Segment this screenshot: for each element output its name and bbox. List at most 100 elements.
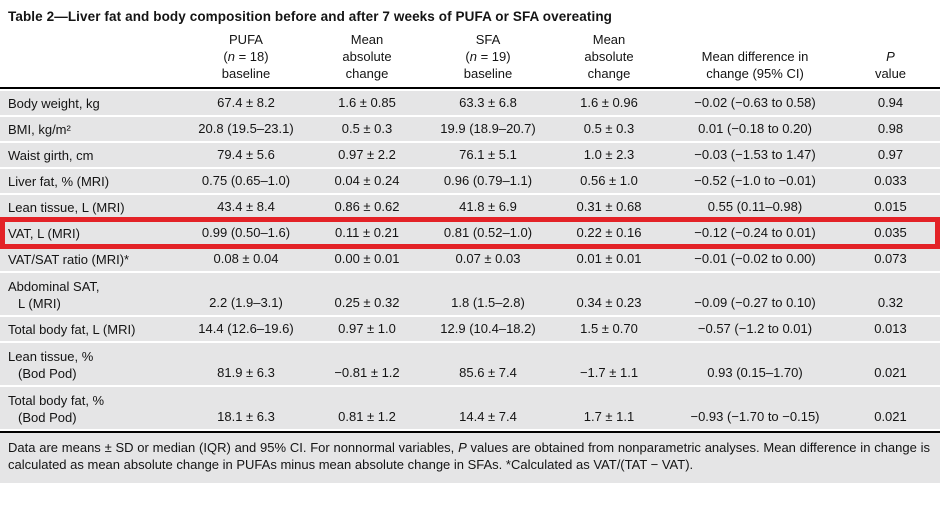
row-label: Liver fat, % (MRI)	[8, 173, 110, 189]
header-line: SFA	[475, 32, 501, 47]
row-label-line2: (Bod Pod)	[18, 410, 77, 425]
cell-sfa-baseline: 1.8 (1.5–2.8)	[451, 295, 525, 310]
cell-pufa-change: 0.25 ± 0.32	[334, 295, 400, 310]
cell-pufa-change: 0.97 ± 1.0	[338, 321, 396, 336]
row-label-line2: L (MRI)	[18, 296, 61, 311]
header-line: change	[587, 66, 631, 81]
table-2-liver-fat-body-composition: Table 2—Liver fat and body composition b…	[0, 9, 940, 483]
cell-p-value: 0.97	[877, 147, 904, 162]
header-text: = 19)	[476, 49, 511, 64]
cell-sfa-baseline: 14.4 ± 7.4	[459, 409, 517, 424]
header-p-italic: P	[886, 49, 895, 64]
cell-pufa-change: 0.04 ± 0.24	[334, 173, 400, 188]
cell-sfa-change: −1.7 ± 1.1	[579, 365, 639, 380]
cell-sfa-change: 1.0 ± 2.3	[583, 147, 635, 162]
cell-pufa-baseline: 20.8 (19.5–23.1)	[198, 121, 294, 136]
col-header-p-value: P value	[841, 48, 940, 82]
cell-sfa-baseline: 41.8 ± 6.9	[459, 199, 517, 214]
row-label-cell: Total body fat, % (Bod Pod)	[0, 392, 185, 429]
table-title: Table 2—Liver fat and body composition b…	[8, 9, 613, 24]
cell-pufa-baseline: 79.4 ± 5.6	[217, 147, 275, 162]
cell-pufa-change: 0.11 ± 0.21	[335, 225, 399, 240]
header-line: Mean	[592, 32, 626, 47]
cell-pufa-change: 0.81 ± 1.2	[338, 409, 396, 424]
cell-pufa-baseline: 0.08 ± 0.04	[213, 251, 279, 266]
cell-sfa-change: 1.7 ± 1.1	[583, 409, 635, 424]
header-line: change	[345, 66, 389, 81]
row-label-cell: Lean tissue, L (MRI)	[0, 199, 185, 216]
row-label: Total body fat, %	[8, 393, 105, 408]
row-label: VAT, L (MRI)	[8, 225, 80, 241]
table-row-lean-tissue-bodpod: Lean tissue, % (Bod Pod) 81.9 ± 6.3 −0.81…	[0, 343, 940, 385]
header-text: (	[223, 49, 228, 64]
header-n-italic: n	[227, 49, 235, 64]
cell-p-value: 0.98	[877, 121, 904, 136]
cell-pufa-baseline: 14.4 (12.6–19.6)	[198, 321, 294, 336]
table-header-row: PUFA (n = 18) baseline Mean absolute cha…	[0, 31, 940, 89]
header-line: baseline	[221, 66, 271, 81]
header-text: = 18)	[234, 49, 269, 64]
row-label-cell: Liver fat, % (MRI)	[0, 173, 185, 190]
cell-sfa-change: 1.6 ± 0.96	[580, 95, 638, 110]
cell-mean-difference: −0.01 (−0.02 to 0.00)	[694, 251, 816, 266]
cell-pufa-baseline: 81.9 ± 6.3	[217, 365, 275, 380]
row-label-cell: VAT, L (MRI)	[0, 225, 185, 242]
row-label: BMI, kg/m²	[8, 121, 71, 137]
cell-pufa-baseline: 18.1 ± 6.3	[217, 409, 275, 424]
cell-pufa-baseline: 67.4 ± 8.2	[217, 95, 275, 110]
cell-sfa-baseline: 63.3 ± 6.8	[459, 95, 517, 110]
cell-pufa-change: −0.81 ± 1.2	[334, 365, 400, 380]
table-row-waist-girth: Waist girth, cm 79.4 ± 5.6 0.97 ± 2.2 76…	[0, 143, 940, 167]
col-header-pufa-mean-change: Mean absolute change	[307, 31, 427, 82]
footnote-p-italic: P	[458, 440, 467, 455]
cell-mean-difference: −0.93 (−1.70 to −0.15)	[690, 409, 820, 424]
table-row-total-body-fat-bodpod: Total body fat, % (Bod Pod) 18.1 ± 6.3 0.…	[0, 387, 940, 429]
cell-sfa-change: 0.01 ± 0.01	[576, 251, 642, 266]
cell-sfa-change: 0.34 ± 0.23	[576, 295, 642, 310]
cell-sfa-baseline: 12.9 (10.4–18.2)	[440, 321, 536, 336]
cell-p-value: 0.033	[874, 173, 907, 188]
cell-sfa-baseline: 0.81 (0.52–1.0)	[443, 225, 533, 240]
table-footnote: Data are means ± SD or median (IQR) and …	[0, 431, 940, 483]
col-header-mean-difference: Mean difference in change (95% CI)	[669, 48, 841, 82]
cell-sfa-baseline: 19.9 (18.9–20.7)	[440, 121, 536, 136]
header-n-italic: n	[469, 49, 477, 64]
cell-sfa-change: 0.56 ± 1.0	[580, 173, 638, 188]
cell-mean-difference: 0.55 (0.11–0.98)	[707, 199, 803, 214]
cell-pufa-baseline: 0.99 (0.50–1.6)	[201, 225, 291, 240]
cell-pufa-baseline: 0.75 (0.65–1.0)	[201, 173, 291, 188]
cell-pufa-baseline: 43.4 ± 8.4	[217, 199, 275, 214]
cell-sfa-baseline: 85.6 ± 7.4	[459, 365, 517, 380]
row-label: Abdominal SAT,	[8, 279, 100, 294]
cell-mean-difference: −0.09 (−0.27 to 0.10)	[694, 295, 816, 310]
row-label: Waist girth, cm	[8, 147, 94, 163]
cell-mean-difference: −0.03 (−1.53 to 1.47)	[694, 147, 816, 162]
footnote-text: Data are means ± SD or median (IQR) and …	[8, 440, 459, 455]
table-body: Body weight, kg 67.4 ± 8.2 1.6 ± 0.85 63…	[0, 91, 940, 429]
header-line: absolute	[584, 49, 634, 64]
table-row-total-body-fat-mri: Total body fat, L (MRI) 14.4 (12.6–19.6)…	[0, 317, 940, 341]
row-label: Body weight, kg	[8, 95, 100, 111]
col-header-pufa-baseline: PUFA (n = 18) baseline	[185, 31, 307, 82]
cell-mean-difference: 0.01 (−0.18 to 0.20)	[698, 121, 812, 136]
header-line: change (95% CI)	[706, 66, 804, 81]
table-row-bmi: BMI, kg/m² 20.8 (19.5–23.1) 0.5 ± 0.3 19…	[0, 117, 940, 141]
cell-sfa-change: 1.5 ± 0.70	[580, 321, 638, 336]
cell-mean-difference: −0.12 (−0.24 to 0.01)	[694, 225, 816, 240]
row-label-cell: Abdominal SAT, L (MRI)	[0, 278, 185, 315]
cell-sfa-baseline: 0.96 (0.79–1.1)	[443, 173, 533, 188]
header-text: (	[465, 49, 470, 64]
row-label-cell: Total body fat, L (MRI)	[0, 321, 185, 338]
cell-p-value: 0.013	[874, 321, 907, 336]
header-line: absolute	[342, 49, 392, 64]
header-line: baseline	[463, 66, 513, 81]
cell-p-value: 0.035	[874, 225, 907, 240]
col-header-sfa-baseline: SFA (n = 19) baseline	[427, 31, 549, 82]
cell-sfa-change: 0.22 ± 0.16	[576, 225, 642, 240]
row-label-cell: BMI, kg/m²	[0, 121, 185, 138]
table-row-abdominal-sat: Abdominal SAT, L (MRI) 2.2 (1.9–3.1) 0.25…	[0, 273, 940, 315]
cell-mean-difference: 0.93 (0.15–1.70)	[707, 365, 803, 380]
table-row-lean-tissue-mri: Lean tissue, L (MRI) 43.4 ± 8.4 0.86 ± 0…	[0, 195, 940, 219]
cell-p-value: 0.021	[874, 409, 907, 424]
cell-sfa-change: 0.5 ± 0.3	[583, 121, 635, 136]
